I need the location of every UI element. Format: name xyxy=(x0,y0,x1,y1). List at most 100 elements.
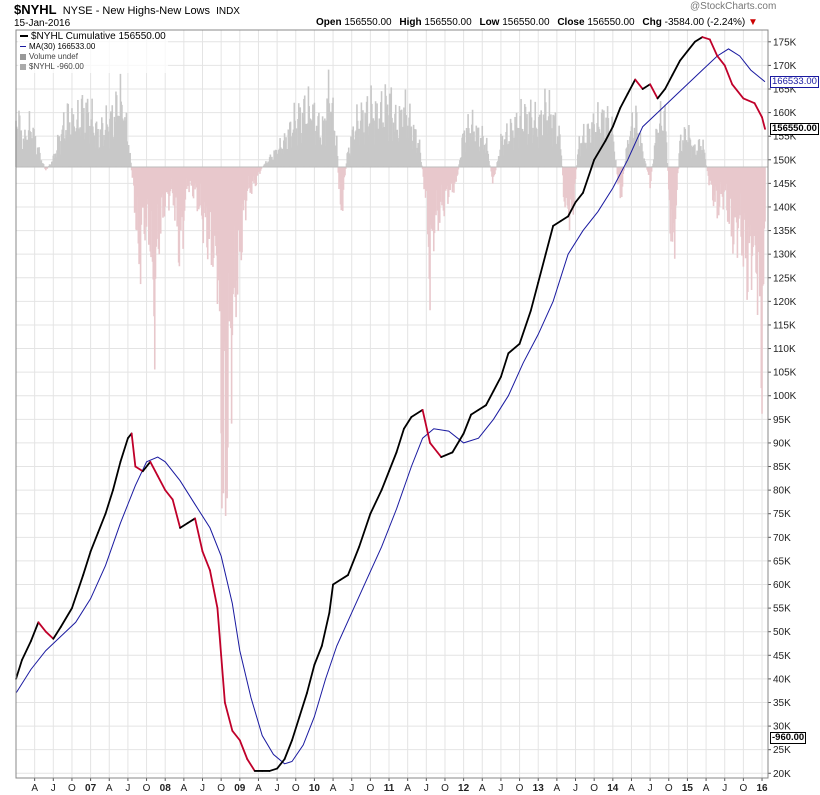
cumulative-segment xyxy=(641,83,652,90)
x-tick-label: 16 xyxy=(756,783,768,794)
x-tick-label: O xyxy=(366,783,374,794)
y-tick-label: 145K xyxy=(773,179,797,190)
cumulative-segment xyxy=(231,729,241,742)
cumulative-segment xyxy=(216,607,223,657)
y-tick-label: 160K xyxy=(773,108,797,119)
y-tick-label: 120K xyxy=(773,297,797,308)
cumulative-segment xyxy=(179,522,189,529)
cumulative-segment xyxy=(611,106,622,128)
cumulative-segment xyxy=(619,92,629,109)
y-tick-label: 80K xyxy=(773,486,791,497)
y-tick-label: 45K xyxy=(773,651,791,662)
ma-value-tag: 166533.00 xyxy=(770,75,819,88)
x-tick-label: A xyxy=(628,783,635,794)
cumulative-segment xyxy=(421,408,431,444)
y-tick-label: 65K xyxy=(773,556,791,567)
x-tick-label: 10 xyxy=(309,783,321,794)
y-tick-label: 75K xyxy=(773,509,791,520)
y-tick-label: 135K xyxy=(773,226,797,237)
y-tick-label: 40K xyxy=(773,674,791,685)
cumulative-segment xyxy=(347,545,361,576)
y-tick-label: 130K xyxy=(773,250,797,261)
cumulative-segment xyxy=(21,640,32,661)
y-tick-label: 100K xyxy=(773,391,797,402)
cumulative-segment xyxy=(141,460,152,473)
cumulative-segment xyxy=(149,460,159,477)
price-line-layer xyxy=(15,36,766,772)
cumulative-segment xyxy=(380,470,390,492)
x-tick-label: O xyxy=(590,783,598,794)
cumulative-segment xyxy=(626,78,637,95)
cumulative-segment xyxy=(320,611,331,647)
cumulative-segment xyxy=(268,767,279,772)
cumulative-segment xyxy=(723,64,734,86)
cumulative-segment xyxy=(708,38,719,57)
close-label: Close xyxy=(557,17,585,28)
cumulative-segment xyxy=(656,88,666,100)
cumulative-segment xyxy=(552,220,562,227)
x-tick-label: O xyxy=(665,783,673,794)
y-tick-label: 115K xyxy=(773,320,796,331)
x-tick-label: O xyxy=(143,783,151,794)
cumulative-segment xyxy=(130,432,137,468)
x-tick-label: 12 xyxy=(458,783,470,794)
cumulative-segment xyxy=(220,654,226,704)
legend-item-ma: MA(30) 166533.00 xyxy=(20,42,166,52)
cumulative-segment xyxy=(537,253,547,284)
x-tick-label: O xyxy=(441,783,449,794)
legend-item-nyhl: $NYHL -960.00 xyxy=(20,62,166,72)
cumulative-segment xyxy=(328,583,334,614)
cumulative-segment xyxy=(339,574,349,581)
cumulative-segment xyxy=(89,531,99,553)
cumulative-segment xyxy=(761,116,766,130)
y-tick-label: 150K xyxy=(773,155,797,166)
cumulative-segment xyxy=(664,73,674,90)
cumulative-segment xyxy=(403,416,413,430)
cumulative-segment xyxy=(429,442,439,454)
cumulative-segment xyxy=(507,342,521,355)
y-tick-label: 95K xyxy=(773,415,791,426)
cumulative-segment xyxy=(436,451,443,458)
x-tick-label: A xyxy=(31,783,38,794)
chart-date: 15-Jan-2016 xyxy=(14,18,71,29)
cumulative-segment xyxy=(492,375,502,392)
y-tick-label: 70K xyxy=(773,533,791,544)
y-tick-label: 125K xyxy=(773,273,797,284)
cumulative-segment xyxy=(559,215,569,223)
legend-swatch-ma xyxy=(20,46,26,48)
cumulative-segment xyxy=(283,739,293,761)
close-value: 156550.00 xyxy=(587,17,635,28)
cumulative-segment xyxy=(693,36,704,43)
cumulative-segment xyxy=(604,125,614,142)
y-tick-label: 55K xyxy=(773,604,791,615)
y-tick-label: 90K xyxy=(773,438,791,449)
watermark: @StockCharts.com xyxy=(690,1,777,12)
y-tick-label: 155K xyxy=(773,132,797,143)
cumulative-segment xyxy=(37,621,47,633)
y-tick-label: 20K xyxy=(773,769,791,780)
y-tick-label: 60K xyxy=(773,580,791,591)
x-tick-label: O xyxy=(739,783,747,794)
cumulative-segment xyxy=(186,517,196,525)
high-label: High xyxy=(399,17,422,28)
x-tick-label: 14 xyxy=(607,783,619,794)
cumulative-segment xyxy=(44,630,55,640)
x-tick-label: J xyxy=(498,783,503,794)
cumulative-segment xyxy=(246,758,256,772)
cumulative-segment xyxy=(298,692,308,718)
cumulative-segment xyxy=(753,102,763,119)
cumulative-segment xyxy=(291,715,301,742)
cumulative-segment xyxy=(477,404,487,411)
x-tick-label: A xyxy=(106,783,113,794)
cumulative-segment xyxy=(194,517,204,553)
y-tick-label: 175K xyxy=(773,37,797,48)
legend-swatch-cumulative xyxy=(20,35,28,38)
cumulative-segment xyxy=(544,224,555,256)
chg-down-arrow-icon: ▼ xyxy=(748,17,758,28)
x-tick-label: 15 xyxy=(682,783,694,794)
cumulative-segment xyxy=(313,644,323,666)
cumulative-segment xyxy=(716,55,726,67)
cumulative-segment xyxy=(574,191,584,204)
x-tick-label: A xyxy=(554,783,561,794)
close-value-tag: 156550.00 xyxy=(770,122,819,135)
